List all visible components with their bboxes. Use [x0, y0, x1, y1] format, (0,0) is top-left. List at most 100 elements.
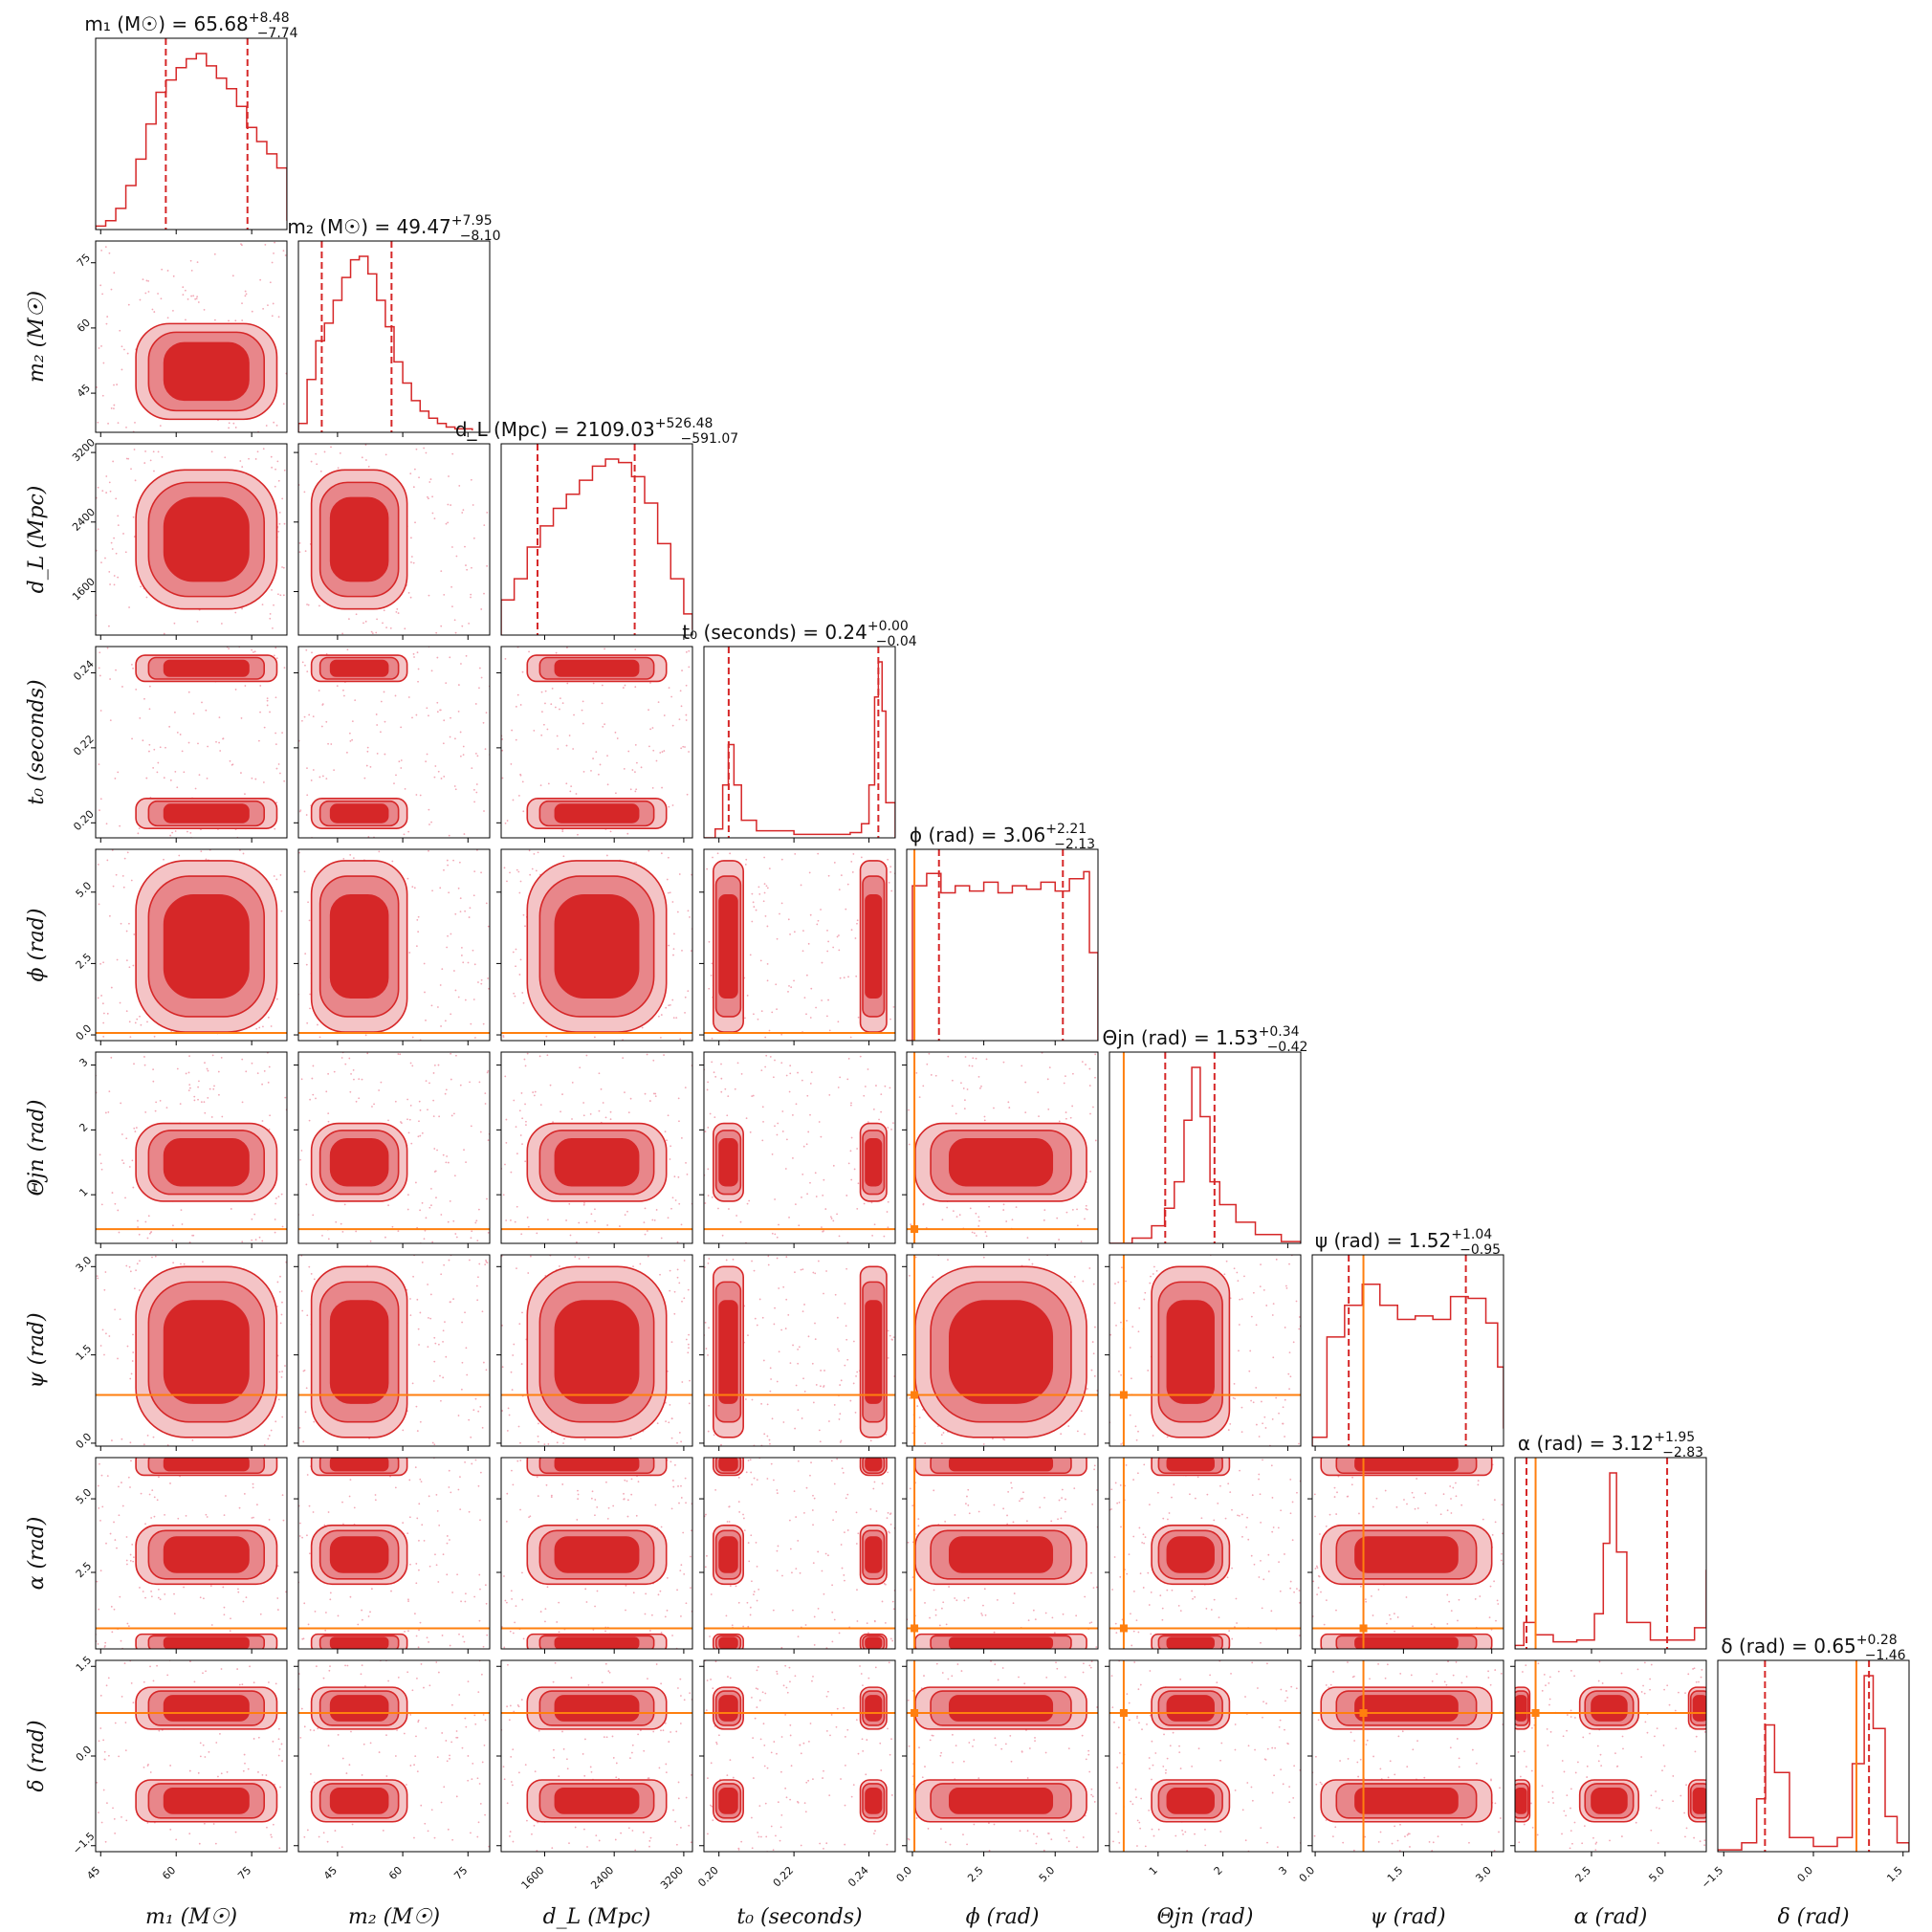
sample-point [550, 1496, 553, 1499]
sample-point [739, 1220, 742, 1223]
sample-point [152, 767, 155, 769]
sample-point [355, 613, 358, 616]
sample-point [218, 1093, 220, 1096]
sample-point [154, 1109, 157, 1112]
sample-point [850, 1102, 852, 1105]
sample-point [1038, 1115, 1040, 1118]
sample-point [514, 1621, 516, 1624]
sample-point [324, 1629, 327, 1632]
sample-point [419, 1420, 422, 1423]
sample-point [262, 448, 265, 450]
sample-point [188, 1240, 191, 1243]
sample-point [668, 805, 670, 808]
sample-point [774, 1059, 776, 1062]
sample-point [561, 702, 564, 704]
sample-point [129, 1036, 132, 1039]
sample-point [121, 368, 123, 371]
sample-point [785, 1138, 788, 1141]
sample-point [470, 478, 472, 481]
sample-point [1435, 1504, 1438, 1506]
sample-point [1197, 1476, 1199, 1479]
sample-point [817, 1550, 820, 1553]
sample-point [302, 1637, 305, 1640]
sample-point [889, 866, 892, 868]
sample-point [146, 1434, 149, 1437]
sample-point [106, 316, 109, 318]
sample-point [671, 1480, 674, 1482]
sample-point [828, 1420, 830, 1422]
sample-point [757, 886, 760, 889]
sample-point [975, 1212, 977, 1215]
sample-point [234, 611, 237, 614]
sample-point [417, 668, 420, 670]
sample-point [319, 470, 322, 472]
sample-point [111, 1439, 113, 1441]
sample-point [1002, 1438, 1005, 1440]
sample-point [846, 1078, 849, 1081]
sample-point [244, 295, 247, 297]
sample-point [1095, 1646, 1098, 1649]
sample-point [667, 891, 670, 894]
sample-point [880, 1110, 883, 1113]
sample-point [826, 950, 829, 953]
sample-point [854, 1411, 857, 1414]
sample-point [259, 711, 261, 714]
sample-point [399, 1053, 402, 1056]
err-minus: −0.95 [1460, 1242, 1501, 1258]
sample-point [559, 1265, 560, 1267]
sample-point [1096, 1489, 1098, 1491]
y-tick-label: 2 [77, 1121, 90, 1134]
sample-point [680, 747, 683, 750]
sample-point [443, 776, 446, 778]
sample-point [168, 725, 171, 728]
sample-point [537, 851, 539, 854]
sample-point [265, 425, 268, 427]
sample-point [282, 594, 285, 597]
sample-point [785, 1256, 788, 1258]
sample-point [973, 1232, 976, 1235]
sample-point [556, 735, 559, 737]
sample-point [512, 1483, 515, 1486]
sample-point [298, 810, 301, 813]
sample-point [445, 522, 448, 525]
sample-point [144, 1596, 146, 1599]
sample-point [478, 667, 481, 670]
sample-point [649, 728, 652, 731]
sample-point [749, 1459, 752, 1461]
sample-point [361, 1618, 363, 1621]
sample-point [1293, 1591, 1295, 1593]
sample-point [756, 1565, 758, 1568]
sample-point [1312, 1580, 1315, 1583]
sample-point [284, 1365, 286, 1367]
sample-point [977, 1216, 980, 1218]
sample-point [1043, 1218, 1045, 1221]
sample-point [1085, 1207, 1087, 1210]
sample-point [676, 1276, 679, 1279]
sample-point [349, 1090, 352, 1093]
sample-point [391, 860, 394, 863]
sample-point [596, 1505, 599, 1508]
sample-point [481, 1310, 484, 1313]
sample-point [433, 1171, 436, 1173]
sample-point [887, 1127, 889, 1129]
sample-point [524, 1065, 527, 1067]
sample-point [598, 1109, 601, 1112]
sample-point [476, 755, 479, 757]
panel-frame [95, 1457, 288, 1650]
sample-point [282, 566, 285, 569]
sample-point [1025, 1520, 1028, 1523]
sample-point [763, 883, 766, 886]
sample-point [833, 1482, 836, 1485]
sample-point [1057, 1518, 1059, 1521]
contour-region [554, 659, 640, 677]
sample-point [97, 486, 99, 489]
sample-point [440, 625, 443, 627]
sample-point [797, 1540, 800, 1542]
sample-point [1278, 1561, 1280, 1564]
sample-point [789, 1065, 792, 1067]
sample-point [1114, 1283, 1116, 1285]
sample-point [1457, 1619, 1459, 1622]
sample-point [452, 1219, 455, 1222]
sample-point [1241, 1535, 1243, 1538]
